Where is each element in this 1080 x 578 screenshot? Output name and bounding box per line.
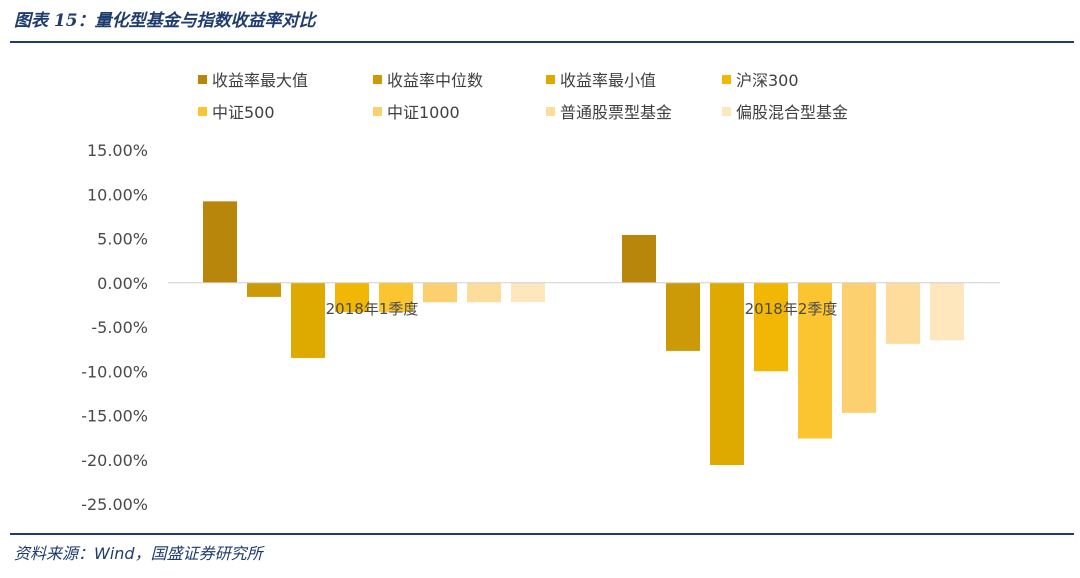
legend-label: 收益率最小值 <box>560 71 656 90</box>
legend-swatch <box>198 107 207 116</box>
legend-label: 沪深300 <box>736 71 799 90</box>
legend-label: 收益率中位数 <box>387 71 483 90</box>
legend-swatch <box>722 107 731 116</box>
y-tick-label: -20.00% <box>81 451 148 470</box>
y-tick-label: -5.00% <box>91 318 148 337</box>
bar <box>335 282 369 312</box>
y-tick-label: -10.00% <box>81 362 148 381</box>
bar <box>247 282 281 297</box>
chart-legend: 收益率最大值 收益率中位数 收益率最小值 沪深300 中证500 中证1000 普通股票型基… <box>198 71 848 122</box>
y-tick-label: 0.00% <box>97 274 148 293</box>
y-axis: 15.00% 10.00% 5.00% 0.00% -5.00% -10.00% -15.0… <box>81 141 148 514</box>
bar <box>203 201 237 283</box>
source-rule <box>10 533 1074 535</box>
y-tick-label: 10.00% <box>87 185 148 204</box>
legend-label: 偏股混合型基金 <box>736 103 848 122</box>
y-tick-label: -25.00% <box>81 495 148 514</box>
legend-swatch <box>373 75 382 84</box>
title-rule <box>10 41 1074 43</box>
legend-label: 中证500 <box>212 103 275 122</box>
bar <box>886 282 920 344</box>
legend-swatch <box>198 75 207 84</box>
bar <box>379 282 413 312</box>
legend-label: 收益率最大值 <box>212 71 308 90</box>
legend-label: 中证1000 <box>387 103 460 122</box>
bar <box>622 234 656 283</box>
bar <box>467 282 501 303</box>
y-tick-label: 5.00% <box>97 230 148 249</box>
legend-swatch <box>546 107 555 116</box>
figure-source: 资料来源：Wind，国盛证券研究所 <box>14 544 263 563</box>
y-tick-label: -15.00% <box>81 407 148 426</box>
legend-swatch <box>373 107 382 116</box>
legend-label: 普通股票型基金 <box>560 103 672 122</box>
bar <box>710 282 744 466</box>
bar <box>930 282 964 341</box>
y-tick-label: 15.00% <box>87 141 148 160</box>
bar <box>754 282 788 372</box>
bar <box>842 282 876 413</box>
category-label: 2018年1季度 <box>326 300 419 318</box>
bar <box>511 282 545 303</box>
category-label: 2018年2季度 <box>745 300 838 318</box>
legend-swatch <box>722 75 731 84</box>
bar <box>666 282 700 351</box>
figure-title: 图表 15：量化型基金与指数收益率对比 <box>14 11 316 31</box>
legend-swatch <box>546 75 555 84</box>
bar <box>291 282 325 358</box>
bar-group <box>203 201 964 466</box>
bar <box>423 282 457 303</box>
bar <box>798 282 832 439</box>
category-labels: 2018年1季度 2018年2季度 <box>326 300 838 318</box>
